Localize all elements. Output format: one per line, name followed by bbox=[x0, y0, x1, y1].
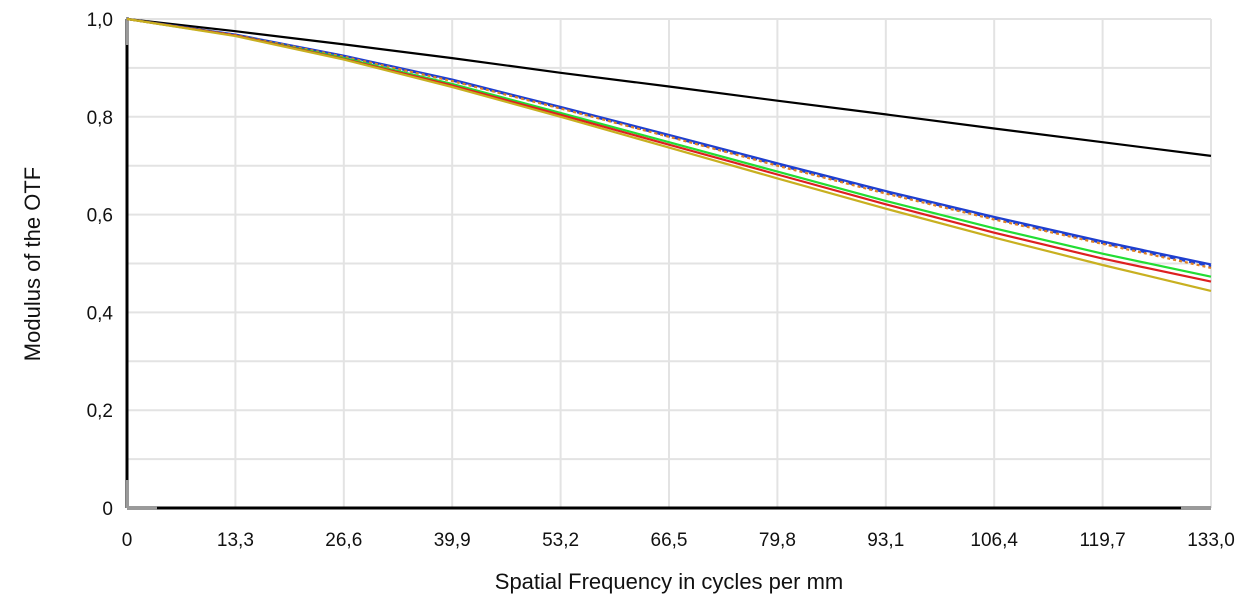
series-line-1 bbox=[126, 17, 1212, 157]
x-tick-label: 26,6 bbox=[325, 530, 362, 551]
x-tick-label: 0 bbox=[122, 530, 133, 551]
axis-handle bbox=[126, 480, 129, 508]
y-tick-label: 1,0 bbox=[87, 10, 113, 31]
x-tick-label: 79,8 bbox=[759, 530, 796, 551]
grid bbox=[126, 18, 1212, 509]
y-tick-label: 0,2 bbox=[87, 401, 113, 422]
x-tick-label: 133,0 bbox=[1187, 530, 1235, 551]
x-tick-label: 106,4 bbox=[970, 530, 1018, 551]
y-tick-label: 0,4 bbox=[87, 303, 114, 324]
y-tick-label: 0,6 bbox=[87, 206, 113, 227]
axes bbox=[125, 17, 1211, 510]
x-tick-label: 93,1 bbox=[867, 530, 904, 551]
x-tick-label: 53,2 bbox=[542, 530, 579, 551]
x-tick-label: 13,3 bbox=[217, 530, 254, 551]
axis-handle bbox=[127, 506, 157, 510]
axis-handle bbox=[1181, 506, 1211, 510]
axis-handle bbox=[126, 17, 129, 45]
y-tick-label: 0,8 bbox=[87, 108, 113, 129]
series-group bbox=[126, 17, 1212, 292]
x-axis-title: Spatial Frequency in cycles per mm bbox=[495, 569, 843, 594]
x-tick-label: 66,5 bbox=[651, 530, 688, 551]
y-tick-label: 0 bbox=[102, 499, 113, 520]
y-tick-labels: 0 0,2 0,4 0,6 0,8 1,0 bbox=[87, 10, 114, 520]
y-axis-title: Modulus of the OTF bbox=[20, 167, 45, 361]
x-tick-label: 39,9 bbox=[434, 530, 471, 551]
x-tick-label: 119,7 bbox=[1080, 530, 1126, 551]
x-tick-labels: 0 13,3 26,6 39,9 53,2 66,5 79,8 93,1 106,4 119,7 1… bbox=[122, 530, 1235, 551]
series-line-7 bbox=[126, 17, 1212, 292]
